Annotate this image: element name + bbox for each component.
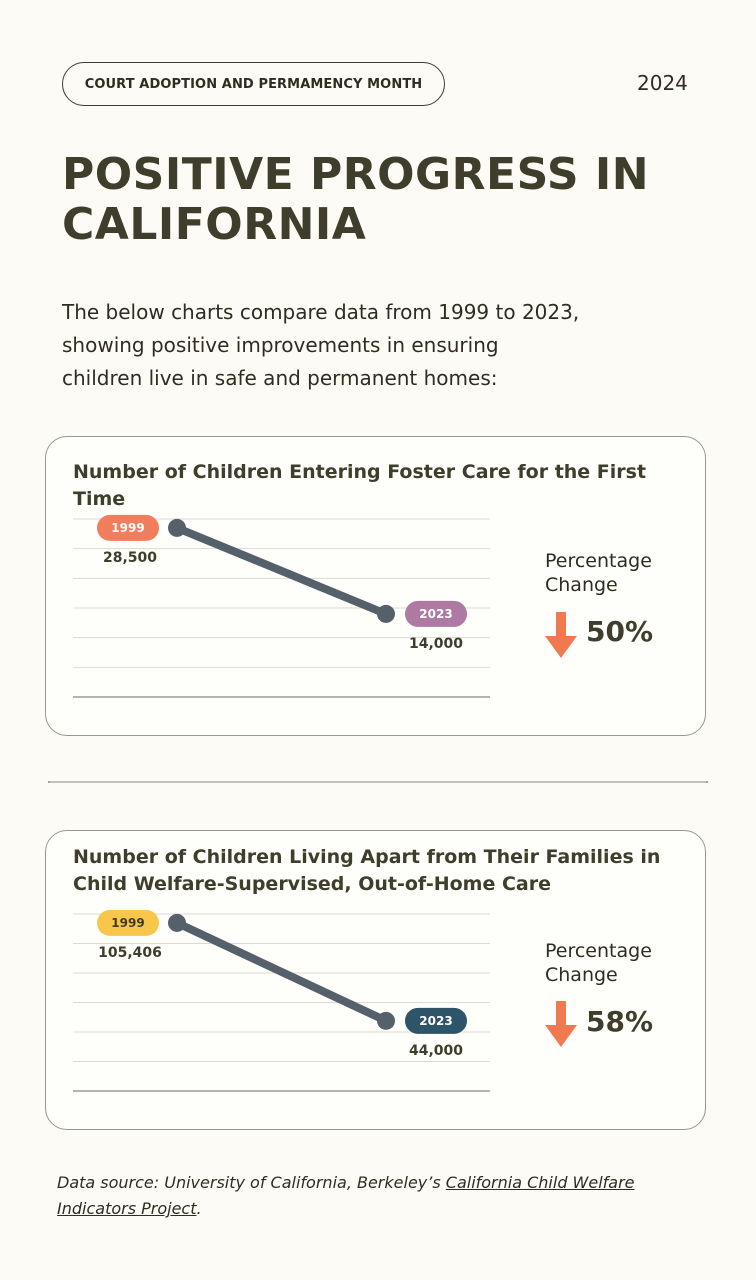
year-tag-1999 bbox=[97, 909, 159, 936]
percentage-change-value: 50% bbox=[586, 615, 654, 648]
value-label-2023: 44,000 bbox=[409, 1043, 463, 1059]
percentage-change-label: Percentage Change bbox=[545, 550, 652, 596]
percentage-change-value: 58% bbox=[586, 1005, 654, 1038]
line-chart-foster-entries: 1999 28,500 2023 14,000 bbox=[73, 514, 490, 698]
arrow-down-shape bbox=[545, 612, 577, 658]
chart-title: Number of Children Entering Foster Care … bbox=[73, 461, 647, 510]
page-title: POSITIVE PROGRESS IN CALIFORNIA bbox=[62, 149, 650, 250]
series-line bbox=[173, 523, 390, 618]
line-chart-out-of-home-care: 1999 105,406 2023 44,000 bbox=[73, 909, 490, 1092]
chart-card-out-of-home-care: Number of Children Living Apart from The… bbox=[45, 830, 706, 1130]
value-label-1999: 105,406 bbox=[98, 945, 162, 961]
data-point-1999 bbox=[168, 518, 186, 537]
year-label: 2024 bbox=[637, 71, 688, 95]
percentage-change-label: Percentage Change bbox=[545, 940, 652, 986]
year-tag-label: 1999 bbox=[111, 916, 144, 930]
data-source-note: Data source: University of California, B… bbox=[57, 1170, 717, 1222]
year-tag-2023 bbox=[405, 1007, 467, 1034]
intro-text: The below charts compare data from 1999 … bbox=[62, 300, 580, 390]
year-tag-label: 1999 bbox=[111, 521, 144, 535]
chart-card-foster-entries: Number of Children Entering Foster Care … bbox=[45, 436, 706, 736]
month-banner: COURT ADOPTION AND PERMAMENCY MONTH bbox=[62, 62, 445, 106]
value-label-1999: 28,500 bbox=[103, 550, 157, 566]
year-tag-label: 2023 bbox=[419, 607, 452, 621]
year-tag-2023 bbox=[405, 600, 467, 627]
data-point-2023 bbox=[377, 1011, 395, 1030]
year-tag-1999 bbox=[97, 514, 159, 541]
section-divider bbox=[48, 781, 708, 783]
arrow-down-icon bbox=[545, 1001, 577, 1047]
chart-title: Number of Children Living Apart from The… bbox=[73, 846, 661, 895]
series-line bbox=[173, 918, 390, 1025]
month-banner-label: COURT ADOPTION AND PERMAMENCY MONTH bbox=[84, 76, 423, 92]
data-point-1999 bbox=[168, 913, 186, 932]
source-link[interactable]: California Child Welfare Indicators Proj… bbox=[57, 1173, 635, 1218]
source-prefix: Data source: University of California, B… bbox=[57, 1173, 446, 1192]
arrow-down-icon bbox=[545, 612, 577, 658]
source-suffix: . bbox=[196, 1199, 202, 1218]
year-tag-label: 2023 bbox=[419, 1014, 452, 1028]
data-point-2023 bbox=[377, 604, 395, 623]
arrow-down-shape bbox=[545, 1001, 577, 1047]
value-label-2023: 14,000 bbox=[409, 636, 463, 652]
